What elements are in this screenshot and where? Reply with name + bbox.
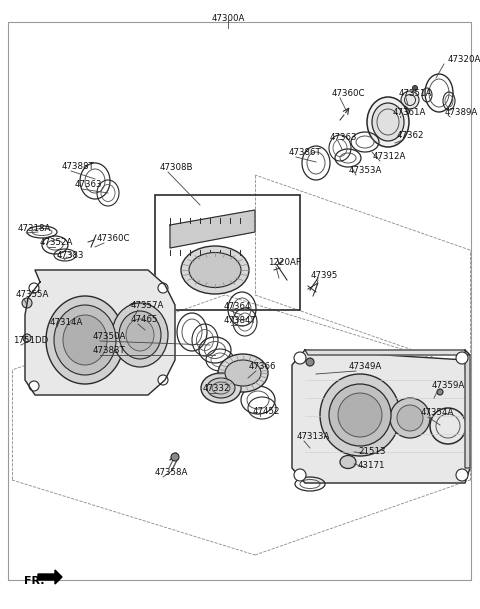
Text: 47389A: 47389A — [445, 108, 478, 117]
Circle shape — [29, 283, 39, 293]
Ellipse shape — [63, 315, 107, 365]
Circle shape — [55, 312, 61, 318]
Text: 47352A: 47352A — [40, 238, 73, 247]
Circle shape — [412, 85, 418, 91]
Ellipse shape — [340, 456, 356, 468]
Ellipse shape — [367, 97, 409, 147]
Text: 21513: 21513 — [358, 447, 385, 456]
Ellipse shape — [390, 398, 430, 438]
Circle shape — [306, 358, 314, 366]
Ellipse shape — [401, 91, 419, 109]
Text: 47360C: 47360C — [97, 234, 131, 243]
Ellipse shape — [218, 354, 268, 392]
Text: 47349A: 47349A — [349, 362, 382, 371]
Circle shape — [158, 375, 168, 385]
Circle shape — [456, 469, 468, 481]
Ellipse shape — [126, 319, 154, 351]
Ellipse shape — [181, 246, 249, 294]
Circle shape — [171, 453, 179, 461]
Ellipse shape — [225, 360, 261, 386]
Text: 1220AF: 1220AF — [268, 258, 301, 267]
Text: 47313A: 47313A — [297, 432, 330, 441]
Ellipse shape — [189, 253, 241, 287]
Circle shape — [22, 298, 32, 308]
Text: 47332: 47332 — [203, 384, 230, 393]
Circle shape — [129, 303, 139, 313]
Text: 47314A: 47314A — [50, 318, 84, 327]
Ellipse shape — [201, 373, 241, 403]
Polygon shape — [292, 350, 470, 483]
Text: 47300A: 47300A — [211, 14, 245, 23]
Text: 47361A: 47361A — [393, 108, 426, 117]
Text: 47312A: 47312A — [373, 152, 407, 161]
Text: 47383: 47383 — [57, 251, 84, 260]
Text: 47386T: 47386T — [289, 148, 322, 157]
Text: 43171: 43171 — [358, 461, 385, 470]
Ellipse shape — [54, 305, 116, 375]
Circle shape — [456, 352, 468, 364]
Bar — [155, 195, 300, 310]
Text: 47388T: 47388T — [62, 162, 95, 171]
Circle shape — [23, 334, 31, 342]
Text: 47395: 47395 — [311, 271, 338, 280]
Ellipse shape — [320, 374, 400, 456]
Ellipse shape — [207, 378, 235, 398]
Text: 47364: 47364 — [224, 302, 252, 311]
Ellipse shape — [112, 303, 168, 367]
Text: 47358A: 47358A — [155, 468, 188, 477]
Text: 47360C: 47360C — [332, 89, 365, 98]
Ellipse shape — [397, 405, 423, 431]
Text: 47366: 47366 — [249, 362, 276, 371]
Text: 47384T: 47384T — [224, 316, 257, 325]
Text: 47452: 47452 — [253, 407, 280, 416]
Polygon shape — [170, 210, 255, 248]
Text: 47363: 47363 — [75, 180, 103, 189]
Circle shape — [294, 469, 306, 481]
Ellipse shape — [338, 393, 382, 437]
Text: 1751DD: 1751DD — [13, 336, 48, 345]
Ellipse shape — [119, 311, 161, 359]
Text: 47351A: 47351A — [399, 89, 432, 98]
Ellipse shape — [46, 296, 124, 384]
Text: 47355A: 47355A — [16, 290, 49, 299]
Circle shape — [437, 389, 443, 395]
Text: 47359A: 47359A — [432, 381, 465, 390]
Circle shape — [294, 352, 306, 364]
Text: 47465: 47465 — [131, 315, 158, 324]
Circle shape — [158, 283, 168, 293]
Text: 47350A: 47350A — [93, 332, 126, 341]
Text: 47308B: 47308B — [160, 163, 193, 172]
Polygon shape — [465, 350, 470, 468]
Circle shape — [29, 381, 39, 391]
Polygon shape — [25, 270, 175, 395]
Text: 47383T: 47383T — [93, 346, 126, 355]
Text: 47354A: 47354A — [421, 408, 455, 417]
Polygon shape — [305, 350, 470, 355]
Polygon shape — [38, 570, 62, 584]
Text: 47357A: 47357A — [131, 301, 164, 310]
Text: FR.: FR. — [24, 576, 45, 586]
Ellipse shape — [372, 103, 404, 141]
Text: 47353A: 47353A — [349, 166, 383, 175]
Ellipse shape — [329, 384, 391, 446]
Text: 47318A: 47318A — [18, 224, 51, 233]
Text: 47363: 47363 — [330, 133, 358, 142]
Text: 47362: 47362 — [397, 131, 424, 140]
Text: 47320A: 47320A — [448, 55, 480, 64]
